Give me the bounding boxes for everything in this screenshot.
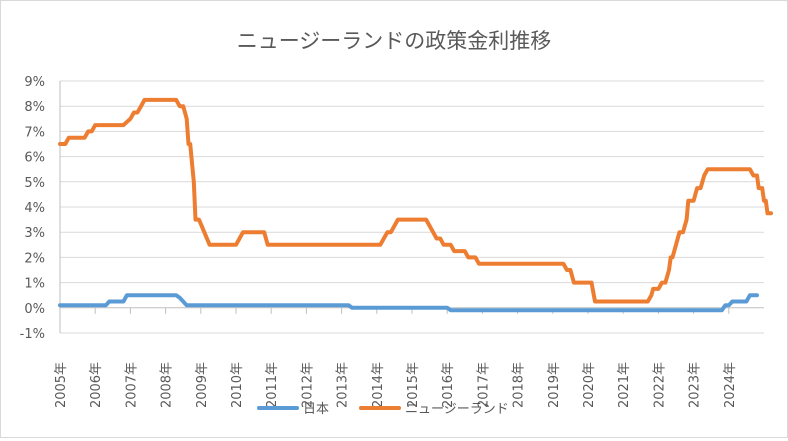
y-tick-label: 6% <box>24 151 45 166</box>
x-tick-label: 2010年 <box>230 362 245 408</box>
x-tick-label: 2014年 <box>371 362 386 408</box>
x-tick-label: 2013年 <box>336 362 351 408</box>
y-axis-tick-labels: -1% 0% 1% 2% 3% 4% 5% 6% 7% 8% 9% <box>20 75 45 342</box>
x-tick-label: 2011年 <box>265 362 280 408</box>
y-tick-label: 5% <box>24 176 45 191</box>
x-tick-label: 2009年 <box>195 362 210 408</box>
x-tick-label: 2023年 <box>688 362 703 408</box>
x-tick-label: 2022年 <box>652 362 667 408</box>
y-tick-label: 7% <box>24 125 45 140</box>
legend-label: 日本 <box>303 402 329 417</box>
x-tick-label: 2017年 <box>476 362 491 408</box>
x-tick-label: 2008年 <box>160 362 175 408</box>
y-tick-label: 0% <box>24 302 45 317</box>
x-tick-label: 2006年 <box>89 362 104 408</box>
x-tick-label: 2019年 <box>547 362 562 408</box>
y-tick-label: -1% <box>20 327 45 342</box>
x-tick-label: 2015年 <box>406 362 421 408</box>
y-tick-label: 1% <box>24 277 45 292</box>
x-tick-label: 2005年 <box>54 362 69 408</box>
x-tick-label: 2020年 <box>582 362 597 408</box>
gridlines <box>60 80 764 334</box>
y-tick-label: 2% <box>24 251 45 266</box>
series-line-1 <box>58 97 773 304</box>
x-tick-label: 2021年 <box>617 362 632 408</box>
series-line-0 <box>58 293 759 313</box>
y-tick-label: 8% <box>24 100 45 115</box>
y-tick-label: 9% <box>24 75 45 90</box>
y-tick-label: 4% <box>24 201 45 216</box>
x-tick-label: 2012年 <box>300 362 315 408</box>
x-axis-tick-labels: 2005年 2006年 2007年 2008年 2009年 2010年 2011年 2012年… <box>54 362 738 408</box>
x-tick-label: 2018年 <box>512 362 527 408</box>
series-lines <box>58 97 773 313</box>
legend: 日本 ニュージーランド <box>257 402 509 417</box>
legend-label: ニュージーランド <box>405 402 509 417</box>
x-tick-label: 2007年 <box>124 362 139 408</box>
y-tick-label: 3% <box>24 226 45 241</box>
x-tick-label: 2024年 <box>723 362 738 408</box>
x-tick-label: 2016年 <box>441 362 456 408</box>
chart-title: ニュージーランドの政策金利推移 <box>237 29 552 53</box>
